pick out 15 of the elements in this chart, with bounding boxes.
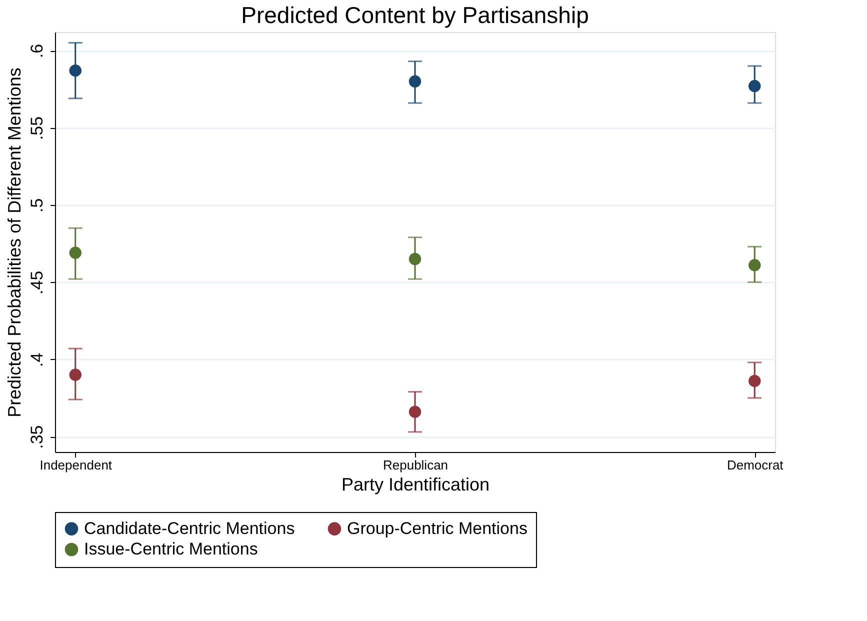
x-tick-label: Democrat (726, 458, 784, 472)
y-tick-label: .4 (28, 352, 46, 367)
legend-label: Candidate-Centric Mentions (84, 518, 295, 538)
y-tick-label: .55 (28, 116, 46, 140)
legend-label: Issue-Centric Mentions (84, 540, 258, 558)
x-tick-label: Republican (382, 458, 448, 472)
chart-title: Predicted Content by Partisanship (241, 2, 589, 28)
y-tick-label: .35 (28, 425, 46, 449)
y-tick-label: .45 (28, 270, 46, 294)
x-axis-title: Party Identification (341, 474, 490, 494)
y-tick-label: .5 (28, 198, 46, 213)
x-tick-label: Independent (40, 458, 112, 472)
legend-label: Group-Centric Mentions (347, 518, 528, 538)
y-tick-label: .6 (28, 44, 46, 58)
y-axis-title: Predicted Probabilities of Different Mentions (4, 68, 24, 418)
